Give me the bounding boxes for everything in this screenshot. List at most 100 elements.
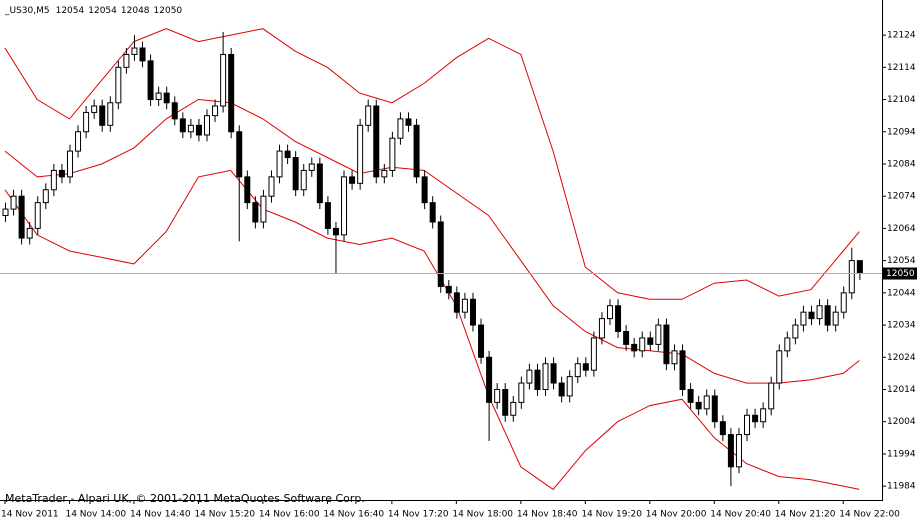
candle-body: [147, 60, 154, 101]
candle-body: [832, 311, 839, 326]
candle-body: [486, 356, 493, 403]
candle-body: [163, 92, 170, 104]
candle-body: [848, 260, 855, 294]
y-tick-label: 12094: [887, 127, 916, 137]
candle-body: [574, 363, 581, 378]
candle-body: [212, 105, 219, 117]
candle-body: [276, 150, 283, 178]
candle-body: [558, 382, 565, 397]
candle-body: [695, 401, 702, 410]
candle-body: [679, 350, 686, 390]
current-price-box: [883, 267, 917, 280]
candle-body: [2, 208, 9, 217]
candle-body: [631, 343, 638, 352]
chart-title: _US30,M5: [4, 6, 50, 16]
candle-body: [365, 105, 372, 126]
candle-body: [421, 176, 428, 204]
candle-body: [50, 169, 57, 191]
x-tick-label: 14 Nov 19:20: [581, 510, 642, 520]
candle-body: [413, 124, 420, 178]
x-tick-label: 14 Nov 2011: [1, 510, 59, 520]
candle-body: [260, 195, 267, 223]
x-tick-label: 14 Nov 14:00: [65, 510, 126, 520]
candle-body: [268, 176, 275, 197]
candle-body: [179, 118, 186, 133]
candle-body: [131, 47, 138, 55]
y-tick-label: 12064: [887, 224, 916, 234]
y-tick-label: 12004: [887, 417, 916, 427]
candle-body: [66, 150, 73, 178]
candle-body: [719, 421, 726, 436]
y-tick-label: 12034: [887, 321, 916, 331]
x-tick-label: 14 Nov 18:00: [452, 510, 513, 520]
candle-body: [123, 53, 130, 68]
y-tick-label: 12074: [887, 192, 916, 202]
y-tick-label: 12014: [887, 385, 916, 395]
y-tick-label: 11994: [887, 449, 916, 459]
candle-body: [727, 434, 734, 468]
candle-body: [115, 66, 122, 104]
candle-body: [744, 414, 751, 436]
candle-body: [34, 202, 41, 229]
candle-body: [437, 221, 444, 287]
candle-body: [18, 195, 25, 239]
x-tick-label: 14 Nov 16:00: [259, 510, 320, 520]
candle-body: [389, 137, 396, 171]
last-low: 12048: [121, 6, 150, 16]
y-tick-label: 12104: [887, 95, 916, 105]
last-close: 12050: [154, 6, 183, 16]
candle-body: [453, 292, 460, 313]
candle-body: [324, 202, 331, 229]
last-high: 12054: [88, 6, 117, 16]
footer: MetaTrader - Alpari UK, © 2001-2011 Meta…: [5, 492, 365, 505]
x-tick-label: 14 Nov 20:00: [646, 510, 707, 520]
candle-body: [469, 298, 476, 326]
candle-body: [792, 324, 799, 339]
candle-body: [284, 150, 291, 159]
candle-body: [534, 369, 541, 390]
candle-body: [542, 363, 549, 390]
candle-body: [300, 169, 307, 191]
symbol: _US30,M5 12054 12054 12048 12050: [4, 6, 182, 16]
candle-body: [639, 337, 646, 352]
candle-body: [808, 311, 815, 320]
x-tick-label: 14 Nov 15:20: [194, 510, 255, 520]
candle-body: [752, 414, 759, 423]
candle-body: [429, 202, 436, 223]
candle-body: [236, 131, 243, 178]
candle-body: [687, 388, 694, 403]
candle-body: [550, 363, 557, 384]
candle-body: [655, 324, 662, 345]
candle-body: [760, 408, 767, 423]
candle-body: [349, 176, 356, 184]
x-tick-label: 14 Nov 20:40: [710, 510, 771, 520]
y-tick-label: 12044: [887, 288, 916, 298]
current-price-label: 12050: [886, 269, 915, 279]
candle-body: [228, 53, 235, 133]
candle-body: [26, 227, 33, 239]
bollinger-band: [4, 28, 860, 300]
candle-body: [187, 124, 194, 133]
candle-body: [195, 124, 202, 136]
bollinger-band: [4, 98, 860, 384]
candle-body: [316, 163, 323, 204]
candle-body: [824, 305, 831, 326]
candle-body: [816, 305, 823, 320]
x-tick-label: 14 Nov 18:40: [517, 510, 578, 520]
candle-body: [800, 311, 807, 326]
candle-body: [204, 115, 210, 136]
y-tick-label: 12124: [887, 31, 916, 41]
candle-body: [711, 395, 718, 423]
candle-body: [381, 169, 388, 178]
candle-body: [308, 163, 315, 171]
candle-body: [663, 324, 670, 365]
candle-body: [502, 388, 509, 416]
candle-body: [856, 260, 863, 275]
candle-body: [840, 292, 847, 313]
candle-body: [784, 337, 791, 352]
candle-body: [518, 382, 525, 403]
candle-body: [768, 382, 775, 410]
candle-body: [598, 318, 605, 339]
